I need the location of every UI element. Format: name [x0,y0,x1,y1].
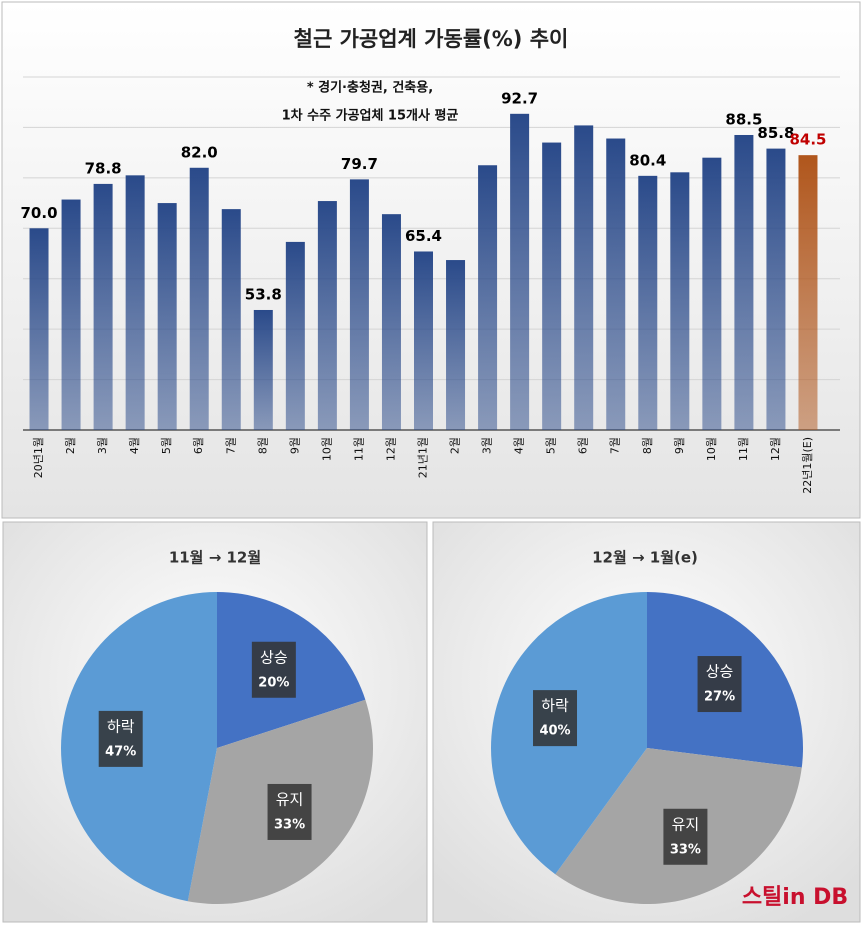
data-label: 88.5 [725,110,762,128]
x-tick-label: 4월 [128,437,141,454]
bar [93,183,113,430]
data-label: 80.4 [629,151,666,169]
bar [446,260,466,430]
x-tick-label: 11월 [352,437,365,461]
slice-label: 유지 [672,815,700,833]
slice-value: 27% [704,690,735,705]
annotation: * 경기·충청권, 건축용, [307,80,433,96]
slice-value: 40% [539,724,570,739]
bar [478,165,498,430]
x-tick-label: 20년1월 [32,437,45,478]
x-tick-label: 10월 [705,437,718,461]
x-tick-label: 7월 [609,437,622,454]
bar [734,134,754,430]
data-label: 79.7 [341,155,378,173]
x-tick-label: 12월 [769,437,782,461]
x-tick-label: 11월 [737,437,750,461]
x-tick-label: 6월 [577,437,590,454]
label-box [663,808,708,865]
pie-title: 11월 → 12월 [169,549,261,567]
x-tick-label: 4월 [513,437,526,454]
slice-value: 33% [670,842,701,857]
label-box [251,641,296,698]
bar [221,209,241,430]
bar [798,155,818,430]
bar [638,175,658,430]
data-label: 78.8 [85,159,122,177]
bar [61,199,81,430]
data-label: 65.4 [405,227,442,245]
x-tick-label: 8월 [256,437,269,454]
label-box [98,710,143,767]
x-tick-label: 10월 [320,437,333,461]
bar [542,142,562,431]
x-tick-label: 9월 [673,437,686,454]
bar [574,125,594,430]
label-box [533,690,578,747]
x-tick-label: 5월 [545,437,558,454]
x-tick-label: 2월 [64,437,77,454]
x-tick-label: 2월 [449,437,462,454]
bar [381,214,401,430]
slice-value: 20% [258,675,289,690]
bar [510,113,530,430]
data-label: 85.8 [757,124,794,142]
x-tick-label: 3월 [481,437,494,454]
bar [253,309,273,430]
label-box [267,783,312,840]
slice-label: 상승 [706,663,734,681]
bar [285,241,305,430]
x-tick-label: 21년1월 [417,437,430,478]
x-tick-label: 9월 [288,437,301,454]
bar [766,148,786,430]
bar [189,167,209,430]
slice-label: 상승 [260,648,288,666]
logo: 스틸in DB [742,885,848,910]
bar [414,251,433,430]
x-tick-label: 3월 [96,437,109,454]
bar [29,228,49,430]
slice-label: 하락 [107,717,135,735]
slice-label: 하락 [541,697,569,715]
bar [670,172,690,430]
chart-title: 철근 가공업계 가동률(%) 추이 [294,27,569,51]
pie-title: 12월 → 1월(e) [592,549,698,567]
x-tick-label: 5월 [160,437,173,454]
x-tick-label: 8월 [641,437,654,454]
label-box [697,656,742,713]
data-label: 53.8 [245,285,282,303]
x-tick-label: 7월 [224,437,237,454]
annotation: 1차 수주 가공업체 15개사 평균 [282,108,459,124]
bar [349,179,369,430]
x-tick-label: 12월 [384,437,397,461]
data-label: 84.5 [789,131,826,149]
data-label: 92.7 [501,89,538,107]
bar [125,175,145,430]
slice-label: 유지 [276,790,304,808]
bar [317,201,337,430]
bar [606,138,626,430]
x-tick-label: 6월 [192,437,205,454]
x-tick-label: 22년1월(E) [801,437,814,494]
bar [702,157,722,430]
bar [157,203,177,430]
slice-value: 33% [274,817,305,832]
data-label: 70.0 [21,204,58,222]
data-label: 82.0 [181,143,218,161]
slice-value: 47% [105,744,136,759]
